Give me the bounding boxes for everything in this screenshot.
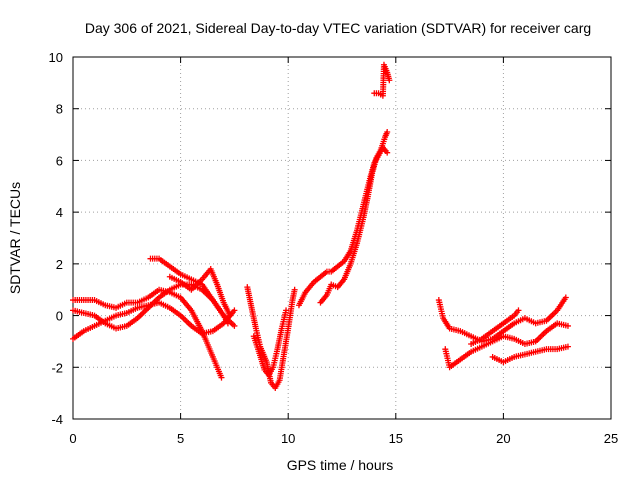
- series-arc-6: [244, 284, 298, 391]
- y-tick-label: -4: [51, 412, 63, 427]
- data-point: [231, 322, 238, 329]
- data-point: [224, 320, 231, 327]
- y-tick-label: -2: [51, 360, 63, 375]
- x-tick-label: 0: [69, 431, 76, 446]
- series-arc-9: [317, 128, 391, 306]
- series-arc-4: [147, 255, 231, 327]
- series-arc-2: [70, 299, 238, 342]
- x-tick-labels: 0 5 10 15 20 25: [69, 431, 618, 446]
- data-point: [283, 307, 290, 314]
- data-point: [231, 307, 238, 314]
- data-point: [562, 294, 569, 301]
- y-tick-label: 10: [49, 50, 63, 65]
- data-point: [564, 343, 571, 350]
- y-tick-label: 0: [56, 309, 63, 324]
- y-axis-label: SDTVAR / TECUs: [7, 182, 23, 294]
- chart-title: Day 306 of 2021, Sidereal Day-to-day VTE…: [85, 20, 591, 36]
- series-arc-14: [468, 307, 522, 348]
- series-arc-7: [250, 307, 290, 379]
- x-tick-label: 25: [604, 431, 618, 446]
- series-arc-13: [489, 343, 571, 366]
- y-tick-label: 6: [56, 153, 63, 168]
- x-tick-label: 15: [389, 431, 403, 446]
- data-point: [218, 374, 225, 381]
- x-tick-label: 10: [281, 431, 295, 446]
- x-tick-label: 20: [496, 431, 510, 446]
- data-point: [384, 128, 391, 135]
- y-tick-label: 4: [56, 205, 63, 220]
- plot-frame: [72, 56, 612, 420]
- series-arc-10: [371, 61, 393, 99]
- series-arc-5: [166, 266, 234, 319]
- data-marks: [70, 61, 571, 391]
- y-tick-label: 8: [56, 102, 63, 117]
- series-arc-12: [442, 320, 571, 371]
- data-point: [386, 77, 393, 84]
- data-point: [564, 322, 571, 329]
- data-point: [291, 286, 298, 293]
- axis-ticks: [72, 56, 612, 420]
- x-tick-label: 5: [177, 431, 184, 446]
- data-point: [227, 312, 234, 319]
- data-point: [384, 149, 391, 156]
- y-tick-labels: -4 -2 0 2 4 6 8 10: [49, 50, 63, 427]
- x-axis-label: GPS time / hours: [287, 457, 394, 473]
- y-tick-label: 2: [56, 257, 63, 272]
- grid-lines: [73, 57, 611, 419]
- data-point: [515, 307, 522, 314]
